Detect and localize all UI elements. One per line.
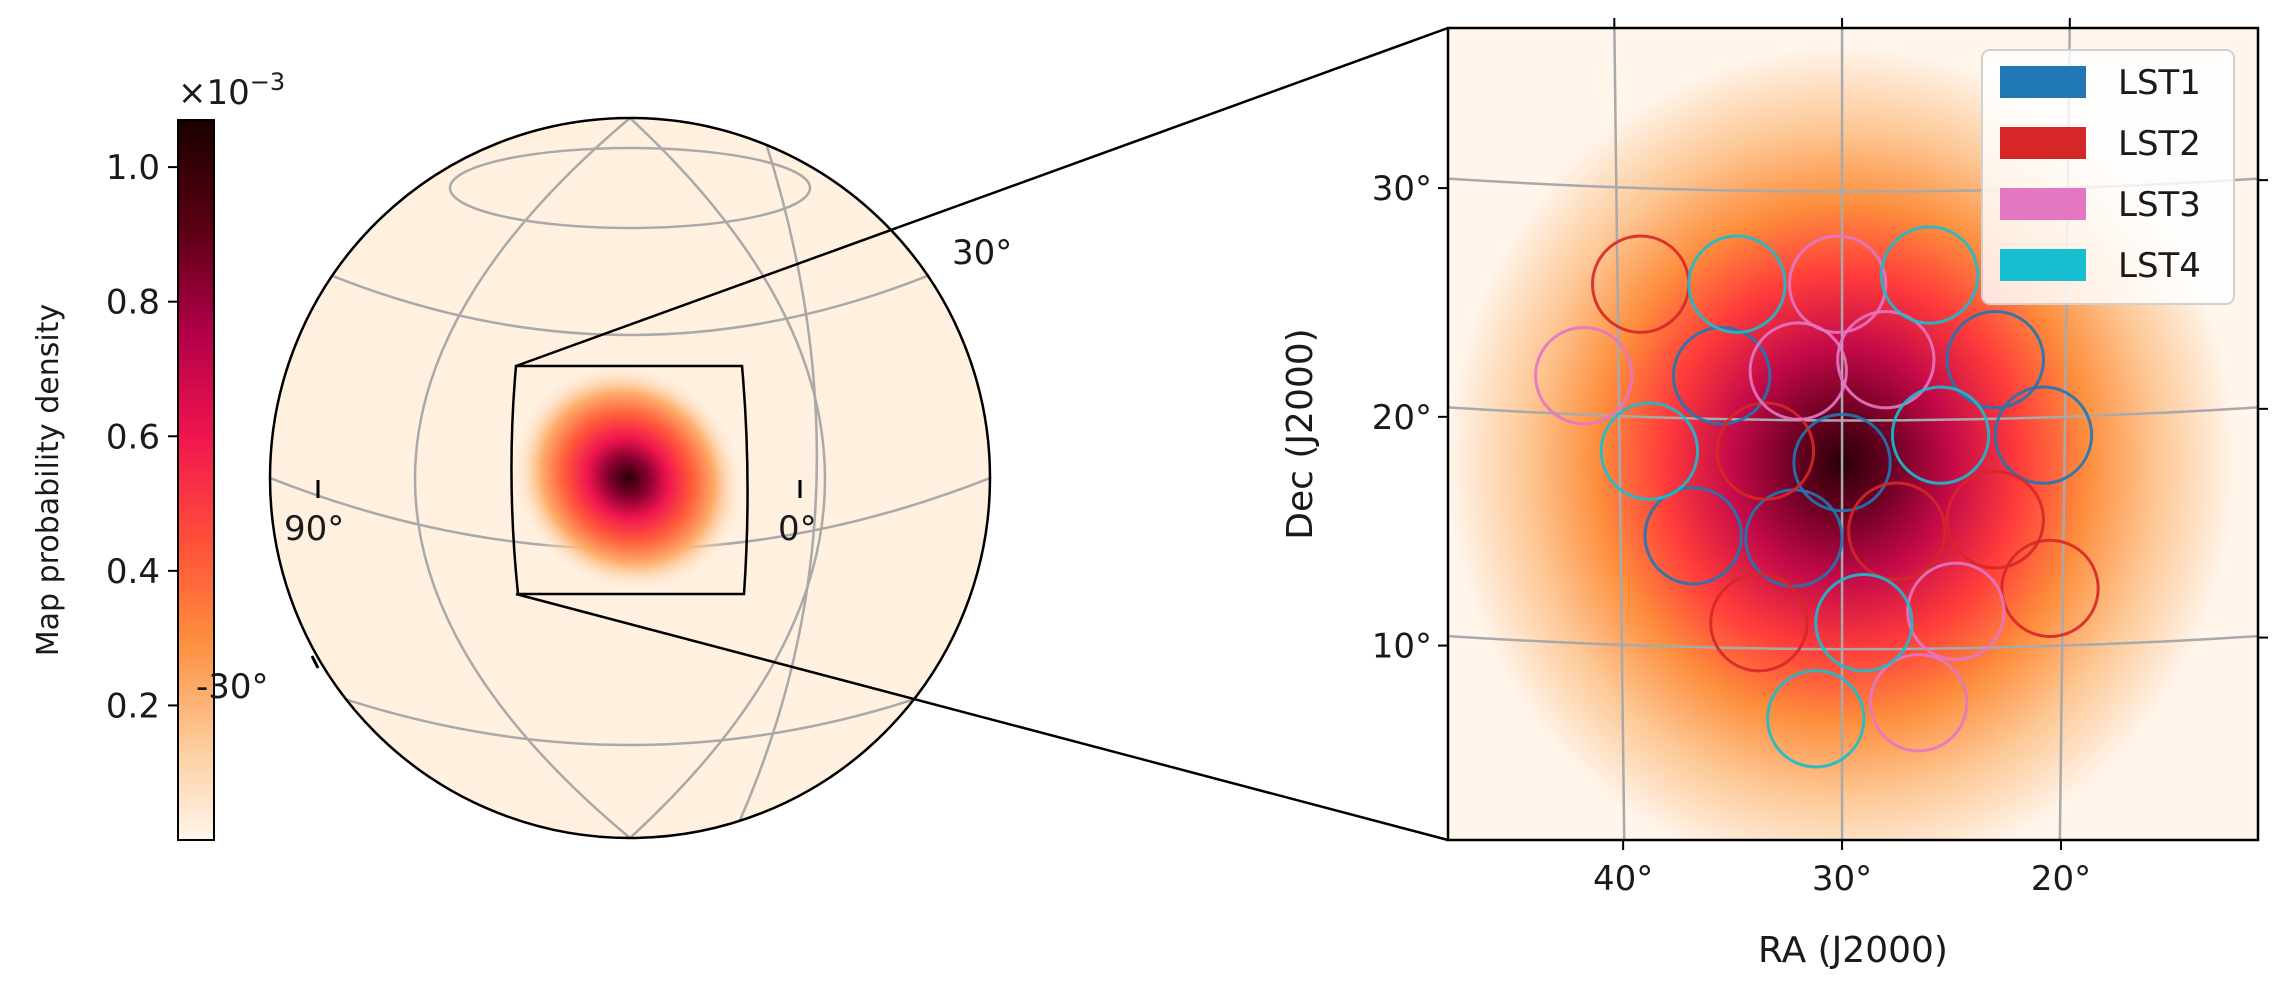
legend: LST1 LST2 LST3 LST4 <box>1981 49 2235 305</box>
legend-label-lst1: LST1 <box>2118 63 2201 103</box>
colorbar-tick-label: 0.2 <box>106 686 160 726</box>
legend-entry-lst1: LST1 <box>2000 63 2201 103</box>
pointing-lst1 <box>1993 385 2094 485</box>
pointing-lst1 <box>1945 309 2045 410</box>
legend-swatch-lst1 <box>2000 66 2086 98</box>
pointing-lst4 <box>1599 401 1700 501</box>
colorbar-label: Map probability density <box>31 304 66 656</box>
pointing-lst3 <box>1788 234 1888 334</box>
globe-graticule <box>270 118 990 838</box>
legend-swatch-lst4 <box>2000 249 2086 281</box>
colorbar-tick-label: 0.4 <box>106 552 160 592</box>
x-tick-label: 20° <box>2031 859 2091 899</box>
colorbar-gradient <box>177 119 215 841</box>
pointing-lst1 <box>1671 326 1772 426</box>
colorbar-tick-label: 0.6 <box>106 417 160 457</box>
pointing-lst4 <box>1766 669 1866 769</box>
y-axis-label: Dec (J2000) <box>1280 328 1321 539</box>
x-tick-label: 40° <box>1593 859 1653 899</box>
colorbar-ticks: 0.2 0.4 0.6 0.8 1.0 <box>106 148 178 726</box>
globe-dec-label-30: 30° <box>952 233 1012 273</box>
zoom-panel: 40° 30° 20° 10° 20° 30° RA (J2000) Dec (J2000… <box>1280 8 2286 971</box>
pointing-lst4 <box>1890 385 1991 485</box>
legend-entry-lst3: LST3 <box>2000 185 2201 225</box>
grid-line-ra <box>1613 28 1626 840</box>
pointing-lst2 <box>1847 481 1947 581</box>
zoom-pointings <box>1534 225 2100 769</box>
pointing-lst4 <box>1814 573 1914 673</box>
globe-outline <box>268 116 992 840</box>
y-tick-label: 10° <box>1372 627 1432 667</box>
pointing-lst2 <box>1715 401 1816 501</box>
legend-label-lst2: LST2 <box>2118 124 2201 164</box>
zoom-frame <box>1446 26 2260 842</box>
pointing-lst3 <box>1836 309 1936 410</box>
pointing-lst3 <box>1906 561 2006 661</box>
zoom-connector-bottom <box>515 592 1449 842</box>
pointing-lst3 <box>1869 653 1969 753</box>
pointing-lst4 <box>1687 234 1787 334</box>
pointing-lst1 <box>1643 486 1743 586</box>
pointing-lst3 <box>1748 321 1848 421</box>
globe-ra-label-0: 0° <box>778 509 817 549</box>
pointing-lst2 <box>1945 470 2045 570</box>
globe-ra-label-90: 90° <box>284 509 344 549</box>
zoom-connector-top <box>515 26 1449 368</box>
pointing-lst2 <box>2000 538 2100 639</box>
x-axis-label: RA (J2000) <box>1758 930 1948 971</box>
y-tick-label: 30° <box>1372 169 1432 209</box>
legend-swatch-lst2 <box>2000 127 2086 159</box>
legend-label-lst3: LST3 <box>2118 185 2201 225</box>
globe-density-blob <box>512 363 744 593</box>
y-tick-label: 20° <box>1372 398 1432 438</box>
pointing-lst3 <box>1534 326 1634 426</box>
colorbar: 0.2 0.4 0.6 0.8 1.0 ×10−3 Map probability de… <box>31 68 285 841</box>
pointing-lst1 <box>1792 412 1892 513</box>
legend-label-lst4: LST4 <box>2118 246 2201 286</box>
grid-line-dec <box>1448 406 2258 422</box>
colorbar-exponent: ×10−3 <box>178 68 285 113</box>
pointing-lst4 <box>1879 225 1980 325</box>
globe-dec-label-minus30: -30° <box>196 667 269 707</box>
grid-line-dec <box>1448 634 2258 651</box>
colorbar-tick-label: 1.0 <box>106 148 160 188</box>
globe-panel: 30° -30° 90° 0° <box>196 116 1012 840</box>
x-tick-label: 30° <box>1812 859 1872 899</box>
zoom-axis-ticks: 40° 30° 20° 10° 20° 30° <box>1372 18 2268 899</box>
globe-zoom-box <box>510 364 749 596</box>
legend-entry-lst4: LST4 <box>2000 246 2201 286</box>
pointing-lst2 <box>1709 573 1809 673</box>
grid-line-ra <box>2277 8 2286 860</box>
colorbar-tick-label: 0.8 <box>106 283 160 323</box>
legend-swatch-lst3 <box>2000 188 2086 220</box>
legend-entry-lst2: LST2 <box>2000 124 2201 164</box>
